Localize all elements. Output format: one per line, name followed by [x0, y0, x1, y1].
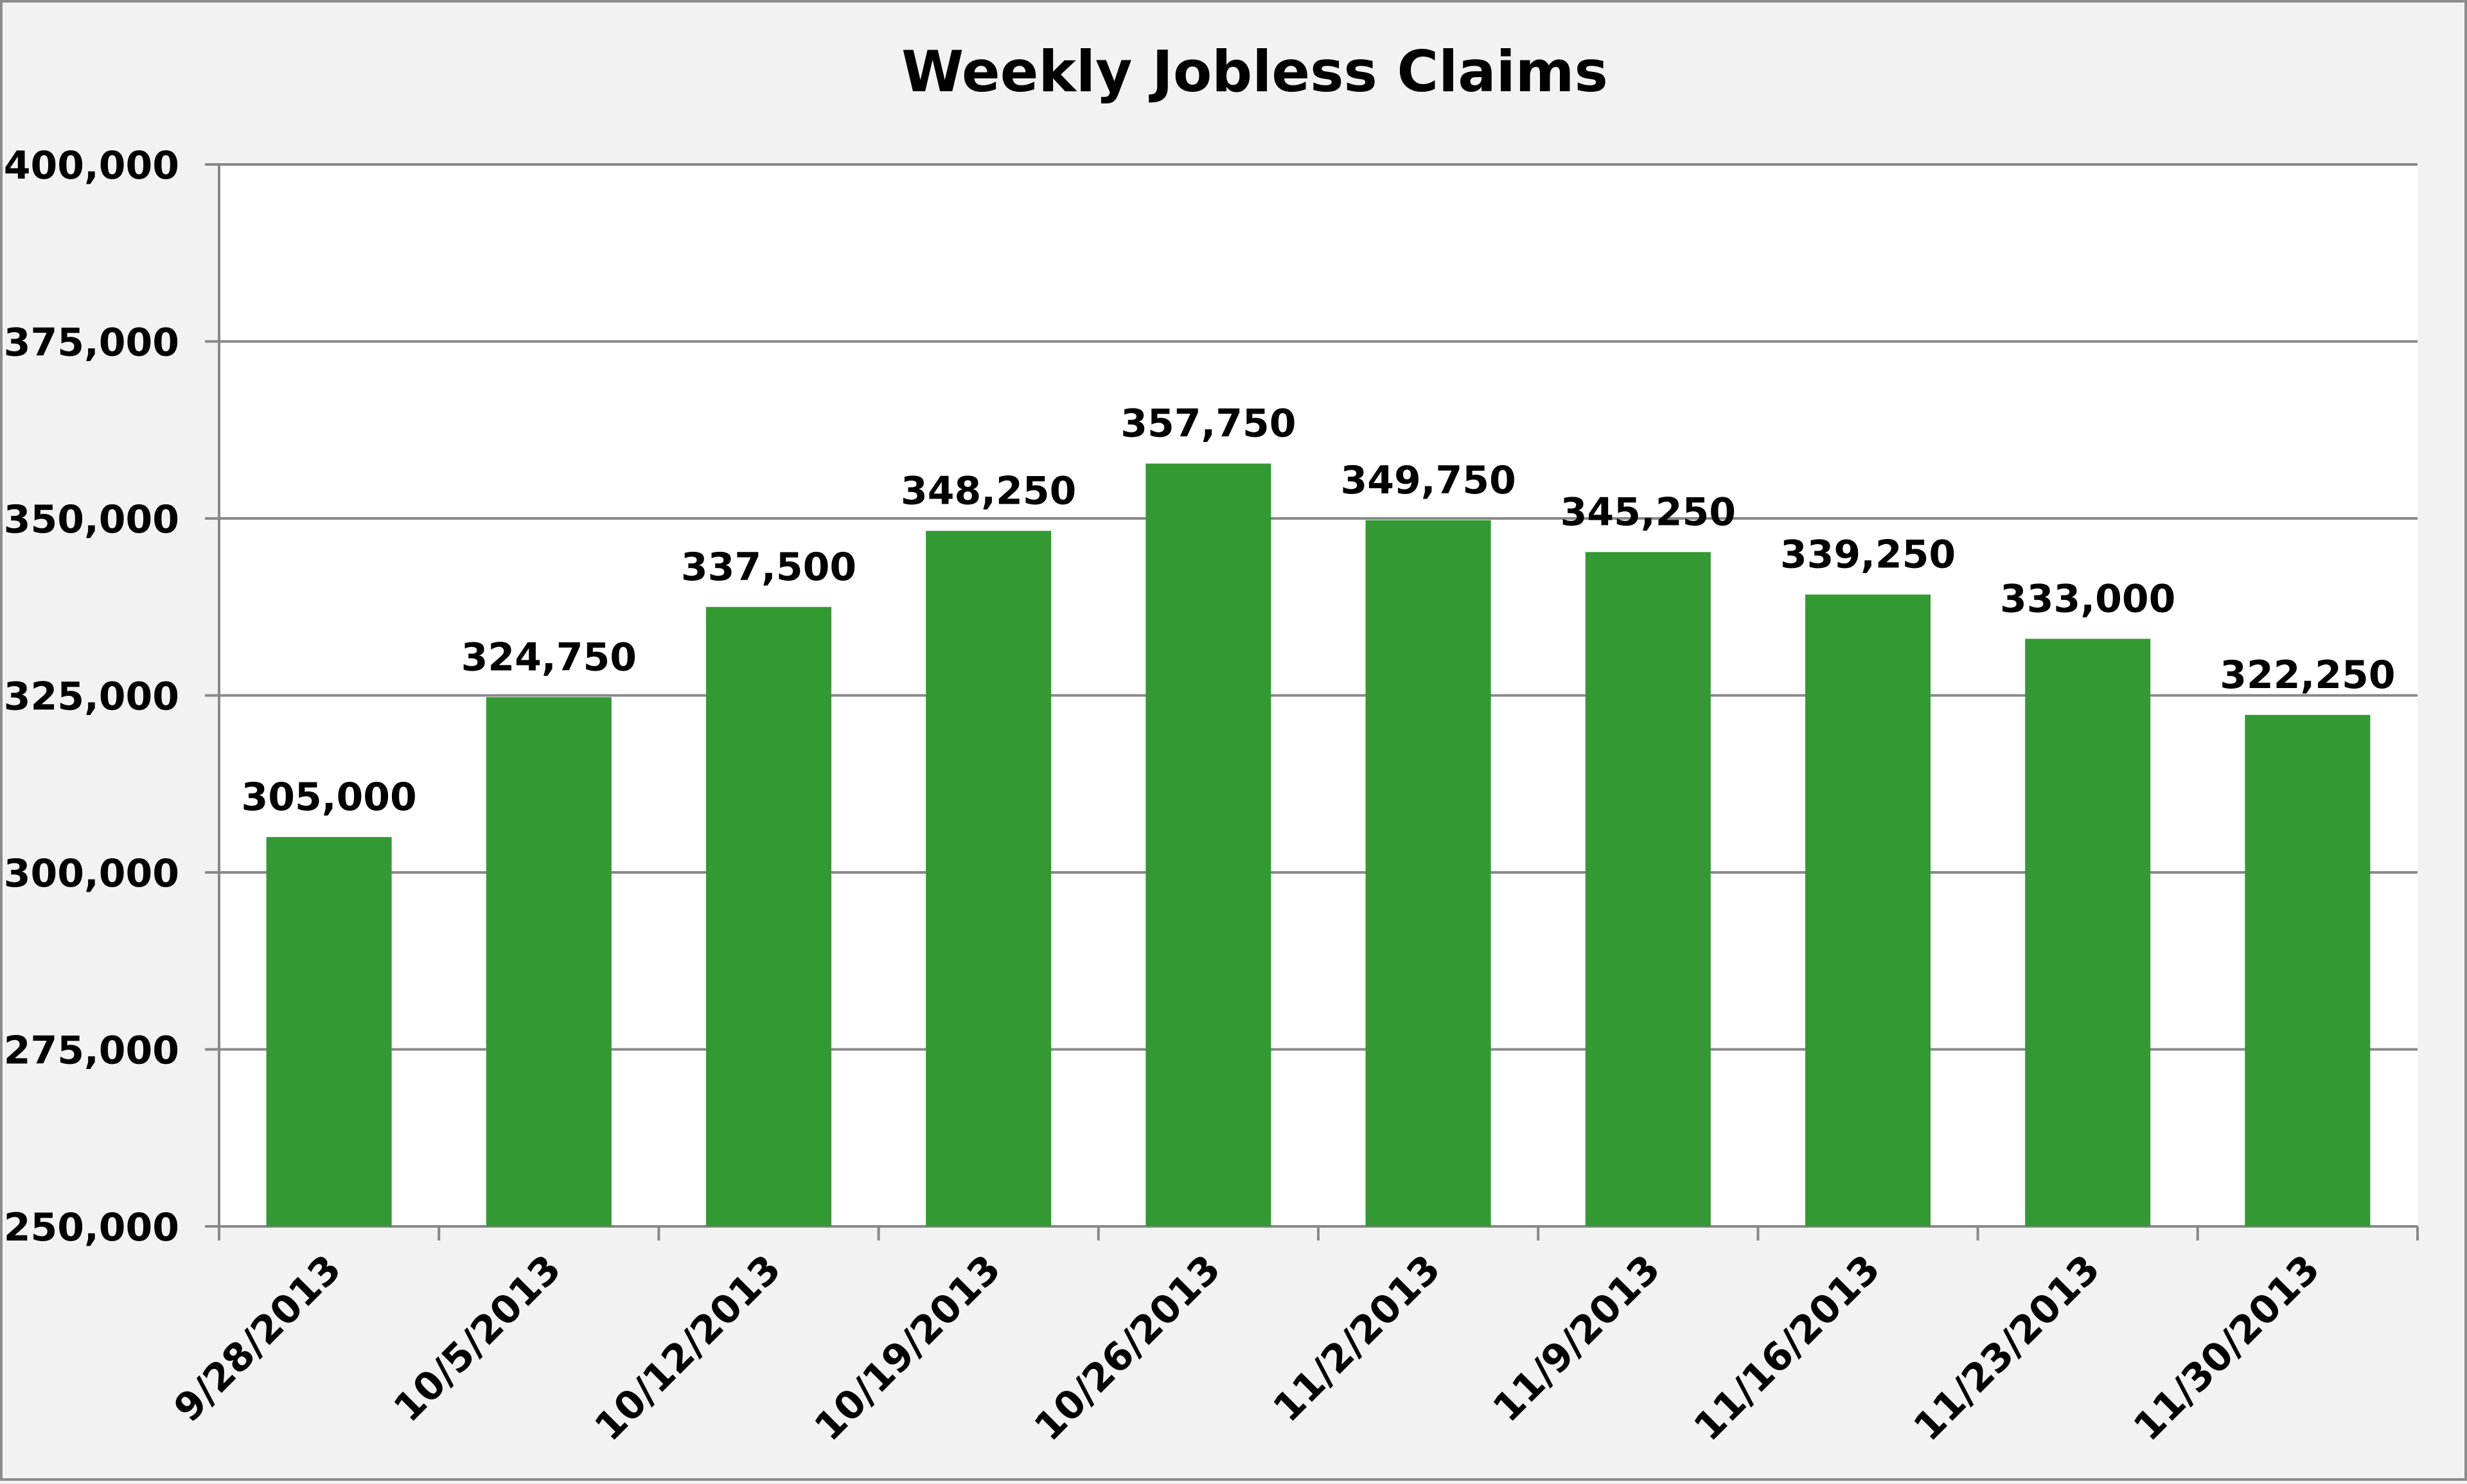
data-label: 305,000 [241, 775, 416, 820]
bar [705, 606, 832, 1226]
chart-title: Weekly Jobless Claims [901, 39, 1608, 105]
data-label: 349,750 [1340, 458, 1516, 503]
data-label: 339,250 [1780, 532, 1956, 577]
bar [1805, 594, 1931, 1226]
bar [1145, 463, 1271, 1226]
bar [1585, 552, 1711, 1226]
y-tick-label: 400,000 [4, 143, 179, 188]
data-label: 337,500 [681, 545, 856, 590]
data-label: 357,750 [1120, 402, 1296, 446]
y-tick-label: 275,000 [4, 1029, 179, 1073]
data-label: 348,250 [901, 468, 1076, 513]
y-tick-label: 250,000 [4, 1205, 179, 1250]
plot-area: 250,000 275,000 300,000 325,000 350,000 375,0… [4, 143, 2419, 1450]
data-label: 324,750 [461, 635, 637, 680]
bar [486, 697, 612, 1226]
data-label: 322,250 [2220, 653, 2395, 698]
bar [266, 836, 392, 1226]
data-label: 333,000 [2000, 576, 2175, 621]
y-tick-label: 300,000 [4, 851, 179, 896]
bar [1365, 520, 1491, 1226]
bar [2025, 639, 2151, 1226]
y-tick-label: 375,000 [4, 321, 179, 366]
bar [926, 531, 1052, 1227]
y-tick-label: 350,000 [4, 497, 179, 542]
bar [2245, 714, 2371, 1226]
data-label: 345,250 [1561, 490, 1736, 534]
y-tick-label: 325,000 [4, 675, 179, 720]
